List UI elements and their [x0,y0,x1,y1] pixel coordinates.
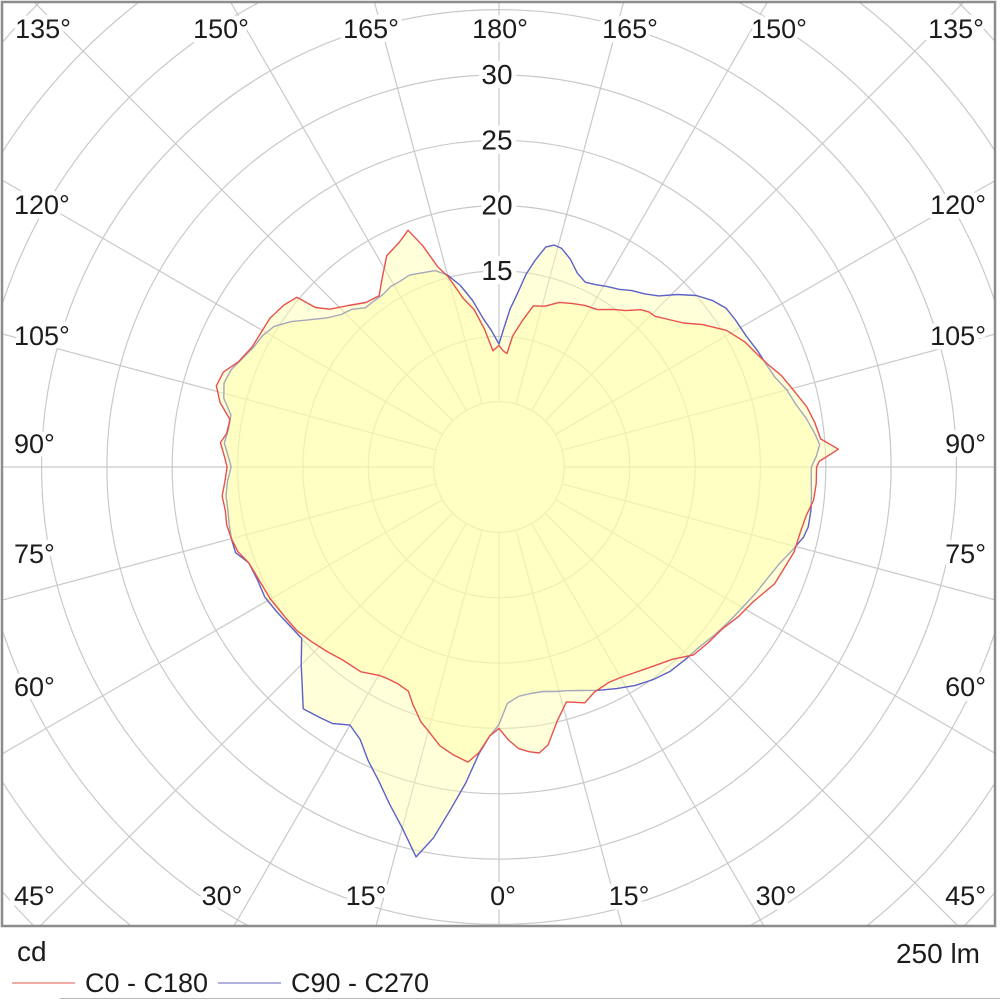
angle-label-2: 165° [343,14,399,44]
legend-item-c90-c270: C90 - C270 [218,969,429,997]
radial-tick-30: 30 [481,59,512,90]
angle-label-21: 0° [490,881,516,911]
grid-spoke-195deg [373,2,483,405]
radial-tick-labels: 15 20 25 30 [476,54,517,291]
legend-label-c90-c270: C90 - C270 [291,968,430,998]
grid-spoke-45deg [544,512,959,926]
angle-label-8: 105° [14,321,70,351]
series-c0-c180-curve [215,229,840,763]
grid-spoke-330deg [233,523,467,926]
legend-line-blue [218,982,281,984]
radial-tick-20: 20 [481,190,512,221]
grid-spoke-255deg [2,333,437,451]
chart-footer: cd 250 lm C0 - C180 C90 - C270 [0,929,1000,1000]
legend-label-c0-c180: C0 - C180 [85,968,209,998]
angle-label-10: 75° [14,539,55,569]
angle-label-5: 150° [751,14,807,44]
angle-label-19: 30° [202,881,243,911]
angle-label-6: 135° [928,14,984,44]
grid-spoke-240deg [2,179,443,435]
bottom-divider [60,998,1000,999]
grid-spoke-225deg [33,2,454,422]
grid-spoke-210deg [229,2,467,411]
angle-label-11: 60° [14,672,55,702]
grid-spoke-30deg [531,523,765,926]
angle-label-0: 135° [15,14,71,44]
angle-label-23: 30° [756,881,797,911]
grid-spoke-60deg [555,499,995,755]
angle-label-9: 90° [14,429,55,459]
angle-label-3: 180° [472,14,528,44]
grid-spoke-300deg [2,499,443,755]
angle-label-16: 75° [945,539,986,569]
angle-label-4: 165° [602,14,658,44]
angle-label-1: 150° [193,14,249,44]
grid-spoke-120deg [555,179,995,435]
grid-spoke-315deg [39,512,454,926]
luminous-flux-label: 250 lm [895,938,980,969]
angle-labels: 135° 150° 165° 180° 165° 150° 135°120°105°90°7… [10,10,991,916]
angle-label-14: 105° [930,321,986,351]
grid-spoke-105deg [561,333,995,451]
polar-chart-area: 15 20 25 30 135° 150° 165° 180° 165° 150° 135° 120°… [0,0,997,928]
series-c90-c270-curve [223,244,821,858]
angle-label-12: 45° [14,881,55,911]
grid-spoke-345deg [375,529,483,926]
grid-spoke-15deg [515,529,623,926]
angle-label-17: 60° [945,672,986,702]
grid-ring-5cd [433,401,565,533]
angle-label-13: 120° [930,190,986,220]
radial-tick-15: 15 [481,255,512,286]
units-label: cd [17,936,47,967]
angle-label-22: 15° [609,881,650,911]
radial-tick-25: 25 [481,124,512,155]
angle-label-15: 90° [945,429,986,459]
legend: C0 - C180 C90 - C270 [0,969,1000,999]
grid-spoke-75deg [561,483,995,601]
legend-item-c0-c180: C0 - C180 [12,969,208,997]
angle-label-18: 45° [945,881,986,911]
angle-label-20: 15° [346,881,387,911]
angle-label-7: 120° [14,190,70,220]
polar-chart-svg: 15 20 25 30 135° 150° 165° 180° 165° 150° 135° 120°… [0,0,997,928]
grid-spoke-285deg [2,483,437,601]
grid-spoke-165deg [515,2,625,405]
grid-spoke-135deg [544,2,965,422]
plot-frame [0,0,997,928]
legend-line-red [12,982,75,984]
grid-spoke-150deg [531,2,769,411]
